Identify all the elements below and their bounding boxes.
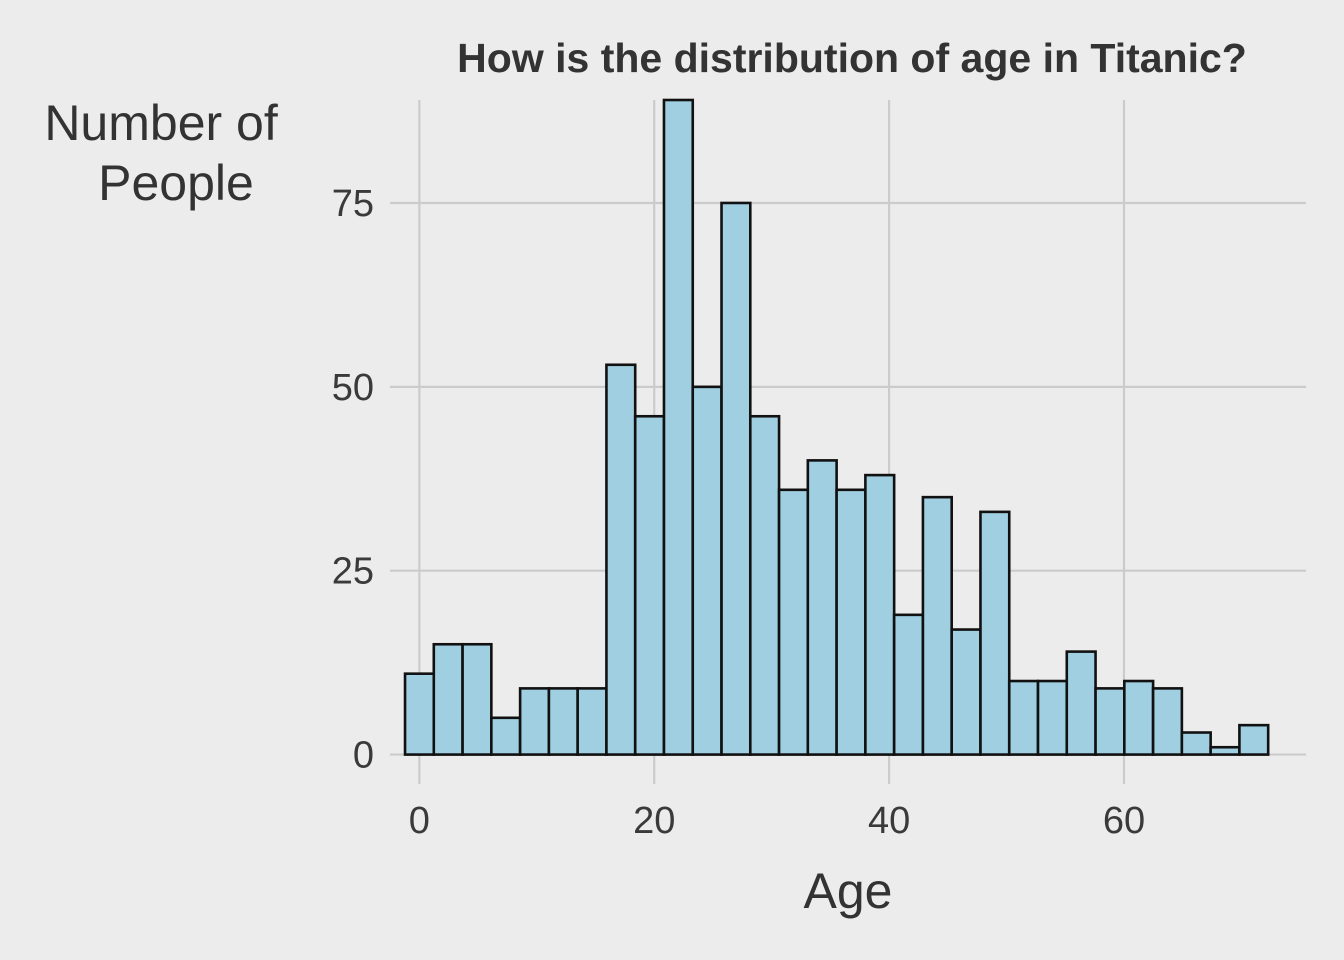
histogram-bar xyxy=(1123,679,1155,756)
histogram-bar xyxy=(864,473,896,756)
axis-ticks: 0 25 50 75 0 20 40 60 xyxy=(332,183,1145,842)
histogram-bar xyxy=(921,495,953,756)
histogram-bar xyxy=(662,98,695,756)
histogram-bar xyxy=(1036,679,1069,756)
histogram-bar xyxy=(835,488,867,756)
histogram-bar xyxy=(633,414,666,756)
histogram-bar xyxy=(605,363,637,756)
histogram-bar xyxy=(432,642,464,756)
histogram-bar xyxy=(403,672,436,756)
histogram-bar xyxy=(1209,745,1241,756)
histogram-bar xyxy=(777,488,810,756)
histogram-bar xyxy=(1151,687,1184,756)
x-tick-label: 40 xyxy=(868,800,910,842)
histogram-bar xyxy=(1007,679,1040,756)
histogram-bar xyxy=(691,385,723,756)
y-axis-label-line-1: Number of xyxy=(44,95,278,151)
y-axis-label-line-2: People xyxy=(98,155,254,211)
histogram-bar xyxy=(518,687,551,756)
histogram-bar xyxy=(892,613,925,756)
x-tick-label: 20 xyxy=(633,800,675,842)
y-tick-label: 75 xyxy=(332,183,374,225)
histogram-bar xyxy=(1094,687,1126,756)
histogram-bar xyxy=(748,414,781,756)
histogram-bar xyxy=(1065,650,1097,756)
chart-title: How is the distribution of age in Titani… xyxy=(457,35,1247,81)
x-tick-label: 60 xyxy=(1103,800,1145,842)
histogram-bar xyxy=(576,687,608,756)
x-tick-label: 0 xyxy=(409,800,430,842)
histogram-bar xyxy=(1238,723,1270,756)
y-axis-label: Number of People xyxy=(44,95,291,211)
y-tick-label: 25 xyxy=(332,551,374,593)
x-axis-label: Age xyxy=(804,863,893,919)
histogram-bars xyxy=(403,98,1270,756)
histogram-bar xyxy=(1180,731,1212,756)
histogram-bar xyxy=(979,510,1011,756)
histogram-bar xyxy=(720,201,752,756)
histogram-bar xyxy=(547,687,579,756)
histogram-bar xyxy=(950,628,982,756)
y-tick-label: 50 xyxy=(332,367,374,409)
y-tick-label: 0 xyxy=(353,735,374,777)
histogram-bar xyxy=(806,459,838,756)
histogram-bar xyxy=(461,642,493,756)
histogram-bar xyxy=(490,716,522,756)
